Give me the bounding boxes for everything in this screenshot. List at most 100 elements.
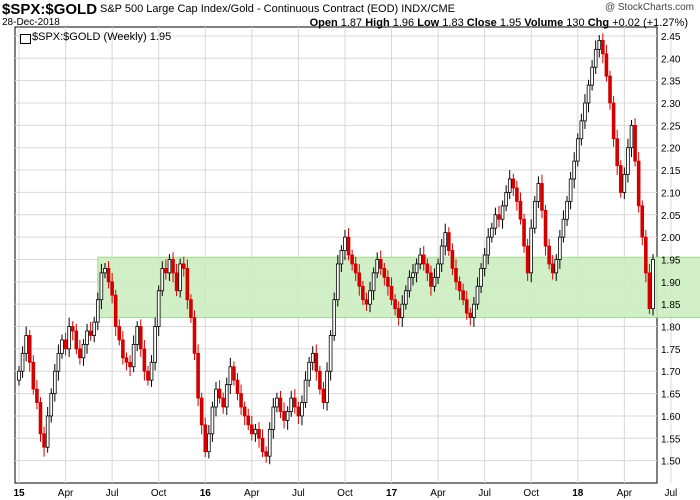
candle-body xyxy=(411,272,415,278)
candle-body xyxy=(199,397,204,426)
x-tick-label: Jul xyxy=(106,488,119,499)
candle-body xyxy=(343,236,347,251)
candle-body xyxy=(332,299,337,336)
candle-body xyxy=(167,259,172,274)
candle-body xyxy=(42,433,46,448)
candle-body xyxy=(651,259,655,310)
chg-value: +0.02 (+1.27%) xyxy=(612,17,688,29)
candle-body xyxy=(67,326,71,350)
candle-body xyxy=(160,268,165,292)
candle-body xyxy=(214,388,218,408)
candle-body xyxy=(608,75,612,104)
candle-body xyxy=(253,428,258,435)
y-tick-label: 1.65 xyxy=(661,390,681,401)
candle-body xyxy=(49,393,54,417)
candle-body xyxy=(404,290,408,305)
candle-body xyxy=(181,263,186,269)
candle-body xyxy=(20,352,25,372)
candle-body xyxy=(583,102,587,122)
candle-body xyxy=(174,272,179,292)
legend-label: $SPX:$GOLD (Weekly) 1.95 xyxy=(32,31,172,43)
y-tick-label: 1.75 xyxy=(661,345,681,356)
candle-body xyxy=(224,384,229,408)
candle-body xyxy=(575,138,580,162)
candle-body xyxy=(70,326,75,332)
x-tick-label: Apr xyxy=(58,488,74,499)
candle-body xyxy=(414,263,419,274)
candle-body xyxy=(386,276,390,287)
candle-body xyxy=(289,397,294,412)
candle-body xyxy=(590,66,594,86)
candle-body xyxy=(550,263,555,274)
y-tick-label: 2.40 xyxy=(661,54,681,65)
candle-body xyxy=(85,330,89,345)
volume-label: Volume xyxy=(524,17,564,29)
candle-body xyxy=(407,276,412,292)
chg-label: Chg xyxy=(587,17,610,29)
candle-body xyxy=(633,124,637,162)
candle-body xyxy=(529,227,534,274)
candle-body xyxy=(35,388,39,403)
candle-body xyxy=(196,352,200,399)
candle-body xyxy=(361,285,365,301)
candle-body xyxy=(493,214,498,229)
candle-body xyxy=(228,366,233,386)
candle-body xyxy=(88,330,93,336)
candle-body xyxy=(250,424,254,435)
y-tick-label: 1.60 xyxy=(661,412,681,423)
candle-body xyxy=(74,330,79,350)
candle-body xyxy=(447,232,451,251)
ohlc-readout: Open 1.87 High 1.96 Low 1.83 Close 1.95 … xyxy=(310,17,688,29)
candle-body xyxy=(325,370,329,403)
candle-body xyxy=(106,268,111,283)
candle-body xyxy=(468,312,473,318)
x-axis-labels: 15 Apr Jul Oct 16 Apr Jul Oct 17 Apr Jul Oct 18 Apr Ju… xyxy=(13,488,677,499)
y-tick-label: 2.15 xyxy=(661,166,681,177)
candle-body xyxy=(611,102,616,140)
candle-body xyxy=(504,192,508,207)
y-tick-label: 2.35 xyxy=(661,77,681,88)
candle-body xyxy=(246,415,251,426)
candle-body xyxy=(24,335,28,354)
candle-body xyxy=(432,276,437,287)
candle-body xyxy=(536,183,541,202)
candle-body xyxy=(45,415,50,448)
candle-body xyxy=(110,281,114,296)
candle-body xyxy=(543,209,548,247)
x-tick-label: 18 xyxy=(572,488,584,499)
candle-body xyxy=(457,281,462,292)
candle-body xyxy=(393,299,397,310)
candle-body xyxy=(647,272,652,310)
candle-body xyxy=(421,254,426,265)
y-tick-label: 1.55 xyxy=(661,434,681,445)
y-tick-label: 2.00 xyxy=(661,233,681,244)
candle-body xyxy=(128,361,132,368)
candle-body xyxy=(497,214,501,220)
watermark: @ StockCharts.com xyxy=(604,2,694,13)
candle-body xyxy=(53,370,57,394)
candle-body xyxy=(296,406,301,417)
candle-body xyxy=(149,361,154,381)
x-tick-label: 17 xyxy=(386,488,398,499)
candle-body xyxy=(178,263,182,292)
y-tick-label: 2.25 xyxy=(661,121,681,132)
candle-body xyxy=(375,259,379,274)
candle-body xyxy=(368,290,372,305)
candle-body xyxy=(525,245,530,274)
candle-body xyxy=(429,272,433,287)
y-axis-labels: 1.50 1.55 1.60 1.65 1.70 1.75 1.80 1.85 1.90 1.95… xyxy=(661,32,681,468)
high-value: 1.96 xyxy=(392,17,415,29)
candle-body xyxy=(454,268,458,283)
candle-body xyxy=(207,433,211,453)
candle-body xyxy=(314,352,319,372)
candle-body xyxy=(593,48,598,68)
x-tick-label: Oct xyxy=(151,488,167,499)
x-tick-label: Apr xyxy=(617,488,633,499)
x-tick-label: Jul xyxy=(292,488,305,499)
candle-body xyxy=(547,245,551,265)
candle-body xyxy=(285,411,290,421)
candle-body xyxy=(558,236,562,260)
candle-body xyxy=(357,272,362,287)
candle-body xyxy=(142,348,147,372)
